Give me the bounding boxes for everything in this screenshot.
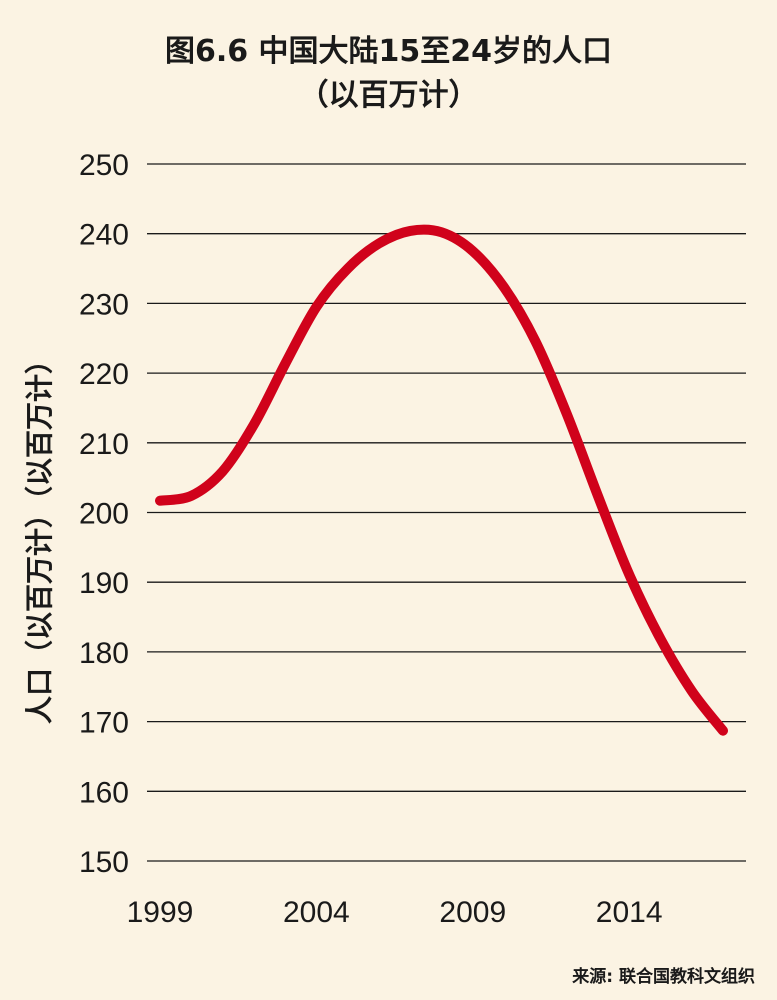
series-layer bbox=[155, 224, 728, 736]
data-point-2013 bbox=[595, 493, 600, 498]
data-point-2002 bbox=[251, 422, 256, 427]
chart-title-line-2: （以百万计） bbox=[298, 78, 479, 113]
x-tick-labels: 1999 2004 2009 2014 bbox=[127, 896, 663, 929]
series-line-0 bbox=[155, 224, 728, 736]
data-point-2000 bbox=[189, 493, 194, 498]
y-tick-label-250: 250 bbox=[79, 149, 129, 182]
data-point-2007 bbox=[408, 228, 413, 233]
x-tick-label-2009: 2009 bbox=[439, 896, 506, 929]
x-tick-label-2004: 2004 bbox=[283, 896, 350, 929]
y-tick-label-160: 160 bbox=[79, 776, 129, 809]
y-tick-label-150: 150 bbox=[79, 846, 129, 879]
data-point-2015 bbox=[658, 636, 663, 641]
y-tick-label-210: 210 bbox=[79, 428, 129, 461]
chart-title: 图6.6 中国大陆15至24岁的人口 （以百万计） bbox=[0, 30, 777, 118]
y-tick-label-220: 220 bbox=[79, 358, 129, 391]
y-tick-label-180: 180 bbox=[79, 637, 129, 670]
data-point-2017 bbox=[721, 728, 725, 733]
chart-title-line-1: 图6.6 中国大陆15至24岁的人口 bbox=[164, 34, 613, 69]
data-point-2006 bbox=[376, 241, 381, 246]
data-point-2009 bbox=[470, 249, 475, 254]
data-point-2001 bbox=[220, 469, 225, 474]
data-point-2014 bbox=[627, 572, 632, 577]
x-tick-label-1999: 1999 bbox=[127, 896, 194, 929]
data-point-2008 bbox=[439, 230, 444, 235]
y-tick-label-200: 200 bbox=[79, 498, 129, 531]
data-point-2012 bbox=[564, 411, 569, 416]
data-point-2005 bbox=[345, 266, 350, 271]
data-point-2004 bbox=[314, 304, 319, 309]
y-tick-label-230: 230 bbox=[79, 288, 129, 321]
x-tick-label-2014: 2014 bbox=[596, 896, 663, 929]
data-point-2011 bbox=[533, 339, 538, 344]
y-tick-label-170: 170 bbox=[79, 707, 129, 740]
y-tick-label-240: 240 bbox=[79, 219, 129, 252]
data-point-2016 bbox=[689, 688, 694, 693]
y-tick-labels: 250 240 230 220 210 200 190 180 170 160 150 bbox=[79, 149, 129, 879]
data-point-1999 bbox=[158, 498, 162, 503]
y-tick-label-190: 190 bbox=[79, 567, 129, 600]
data-point-2003 bbox=[283, 362, 288, 367]
source-note: 来源: 联合国教科文组织 bbox=[572, 967, 755, 987]
data-point-2010 bbox=[502, 285, 507, 290]
gridlines bbox=[147, 163, 746, 862]
